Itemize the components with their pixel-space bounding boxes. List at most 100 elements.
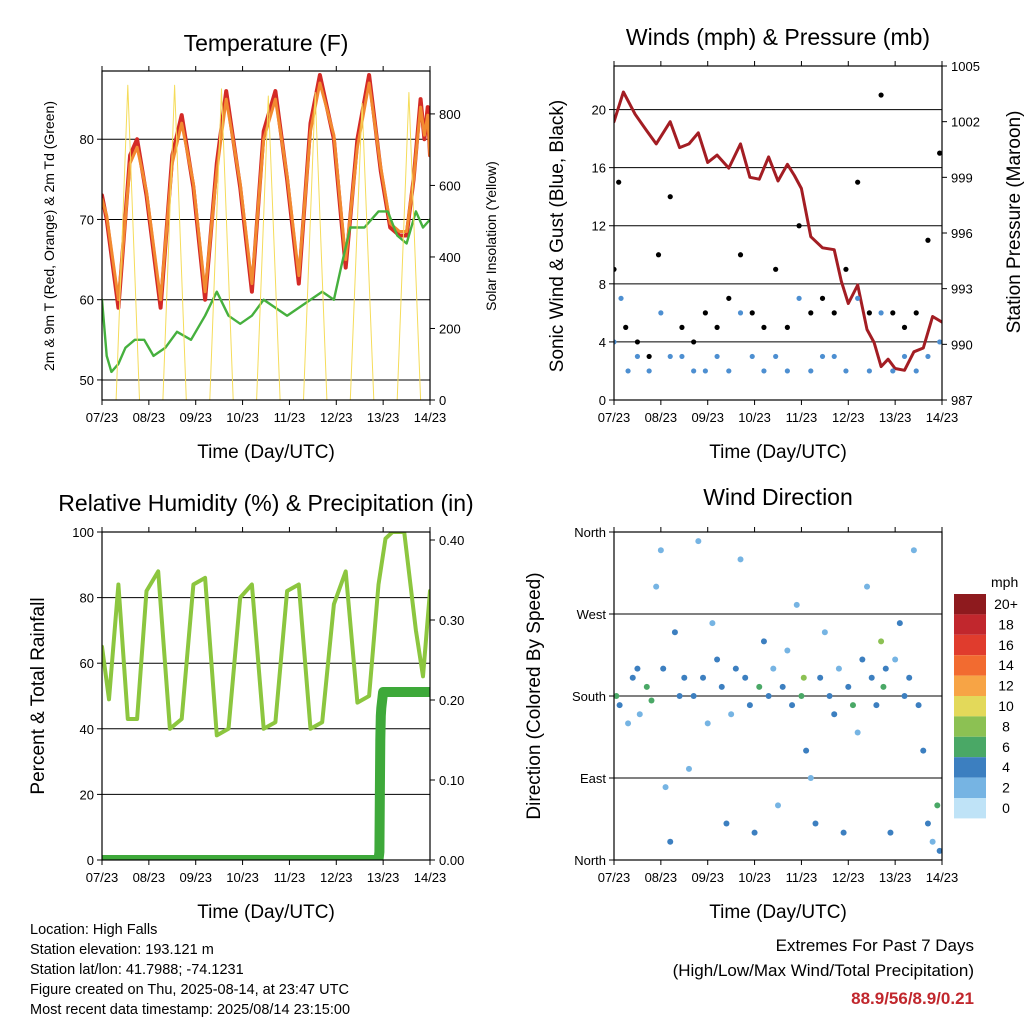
- wind-direction-point: [714, 656, 721, 663]
- wind-series-sonic-wind-point: [749, 353, 755, 360]
- temp-frame: [101, 70, 431, 401]
- location-text: Location: High Falls: [30, 922, 158, 938]
- wind-direction-point: [936, 847, 942, 854]
- rh-ytick-label: 60: [80, 656, 94, 671]
- latlon-text: Station lat/lon: 41.7988; -74.1231: [30, 962, 244, 978]
- wind-direction-point: [770, 665, 777, 672]
- temp-ytick-label: 60: [80, 293, 94, 308]
- wind-series-sonic-wind-point: [901, 353, 908, 360]
- temp-xtick-label: 11/23: [274, 410, 306, 425]
- wind-series-sonic-wind-point: [773, 353, 779, 360]
- legend-label: 12: [998, 678, 1014, 694]
- rh-ytick-label: 0: [87, 853, 94, 868]
- wind-direction-point: [685, 765, 692, 772]
- temp-xtick-label: 07/23: [86, 410, 119, 425]
- wind-xtick-label: 07/23: [598, 410, 631, 425]
- wind-direction-point: [723, 820, 730, 827]
- wind-series-gust-point: [866, 310, 872, 316]
- humidity-xlabel: Time (Day/UTC): [197, 902, 335, 923]
- wind-direction-point: [662, 784, 669, 791]
- temp-ytick-right-label: 0: [439, 393, 446, 408]
- wind-series-sonic-wind-point: [937, 339, 942, 345]
- wind-direction-point: [807, 775, 814, 781]
- wind-frame: [613, 65, 943, 401]
- wind-series-sonic-wind-point: [819, 353, 826, 360]
- legend-label: 4: [1002, 759, 1010, 775]
- rh-ytick-right-label: 0.20: [439, 693, 464, 708]
- wind-direction-point: [929, 838, 936, 845]
- wind-direction-point: [915, 702, 922, 709]
- wind-direction-point: [625, 720, 632, 727]
- wind-direction-point: [845, 683, 852, 690]
- wind-plot: 0 4 8 12 16 20 987 990 993 996 999 1002 1005 07/23 08/…: [592, 59, 980, 425]
- direction-legend-title: mph: [991, 574, 1018, 590]
- wind-direction-point: [737, 556, 744, 563]
- wind-direction-point: [751, 829, 758, 836]
- legend-label: 10: [998, 698, 1014, 714]
- temp-ytick-label: 70: [80, 212, 94, 227]
- wind-series-station-pressure: [614, 90, 942, 372]
- wind-series-sonic-wind-point: [618, 295, 624, 301]
- legend-swatch: [954, 716, 986, 737]
- wind-direction-point: [887, 829, 894, 836]
- wind-series-gust-point: [646, 353, 652, 360]
- wind-direction-point: [616, 702, 623, 709]
- dir-xtick-label: 14/23: [926, 870, 959, 885]
- legend-swatch: [954, 757, 986, 778]
- wind-direction-point: [629, 674, 636, 681]
- direction-ylabel: Direction (Colored By Speed): [524, 572, 545, 819]
- wind-direction-point: [798, 693, 805, 699]
- wind-direction-point: [817, 674, 824, 681]
- wind-ytick-label: 4: [599, 335, 606, 350]
- wind-series-sonic-wind-point: [726, 368, 732, 374]
- rh-ytick-label: 100: [72, 525, 94, 540]
- wind-series-sonic-wind-point: [625, 368, 631, 374]
- wind-direction-point: [812, 820, 819, 827]
- wind-direction-point: [657, 547, 664, 554]
- rh-series-total-rainfall: [102, 687, 430, 860]
- dir-ytick-label: East: [580, 771, 606, 786]
- wind-direction-point: [896, 620, 903, 627]
- dir-frame: [613, 531, 943, 861]
- wind-direction-point: [800, 674, 807, 681]
- extremes-subtitle: (High/Low/Max Wind/Total Precipitation): [672, 961, 974, 980]
- temp-xtick-label: 09/23: [179, 410, 212, 425]
- wind-direction-point: [878, 638, 885, 645]
- dir-xtick-label: 08/23: [645, 870, 678, 885]
- wind-xtick-label: 14/23: [926, 410, 959, 425]
- dir-xtick-label: 12/23: [832, 870, 865, 885]
- wind-xlabel: Time (Day/UTC): [709, 442, 847, 463]
- wind-series-sonic-wind-point: [679, 353, 685, 360]
- wind-series-sonic-wind-point: [646, 368, 652, 374]
- wind-series-gust-point: [616, 179, 622, 185]
- wind-direction-point: [643, 683, 650, 690]
- dir-ytick-label: West: [577, 607, 607, 622]
- legend-swatch: [954, 634, 986, 656]
- wind-direction-point: [760, 638, 767, 645]
- wind-direction-point: [700, 674, 707, 681]
- legend-label: 18: [998, 616, 1014, 632]
- temp-xtick-label: 08/23: [133, 410, 166, 425]
- wind-direction-point: [660, 665, 667, 672]
- wind-direction-point: [934, 802, 941, 809]
- wind-data: [614, 90, 942, 374]
- wind-direction-point: [756, 683, 763, 690]
- legend-label: 8: [1002, 718, 1010, 734]
- rh-ytick-label: 40: [80, 722, 94, 737]
- temp-ytick-right-label: 800: [439, 107, 461, 122]
- wind-series-gust-point: [714, 324, 720, 330]
- wind-direction-point: [728, 711, 735, 718]
- wind-xtick-label: 12/23: [832, 410, 865, 425]
- rh-xtick-label: 07/23: [86, 870, 119, 885]
- temp-xtick-label: 12/23: [320, 410, 353, 425]
- wind-series-sonic-wind-point: [925, 353, 931, 360]
- wind-direction-point: [718, 683, 725, 690]
- dir-xtick-label: 13/23: [879, 870, 912, 885]
- rh-xtick-label: 13/23: [367, 870, 400, 885]
- legend-swatch: [954, 777, 986, 798]
- legend-swatch: [954, 675, 986, 696]
- wind-direction-point: [634, 665, 641, 672]
- temp-ytick-label: 50: [80, 373, 94, 388]
